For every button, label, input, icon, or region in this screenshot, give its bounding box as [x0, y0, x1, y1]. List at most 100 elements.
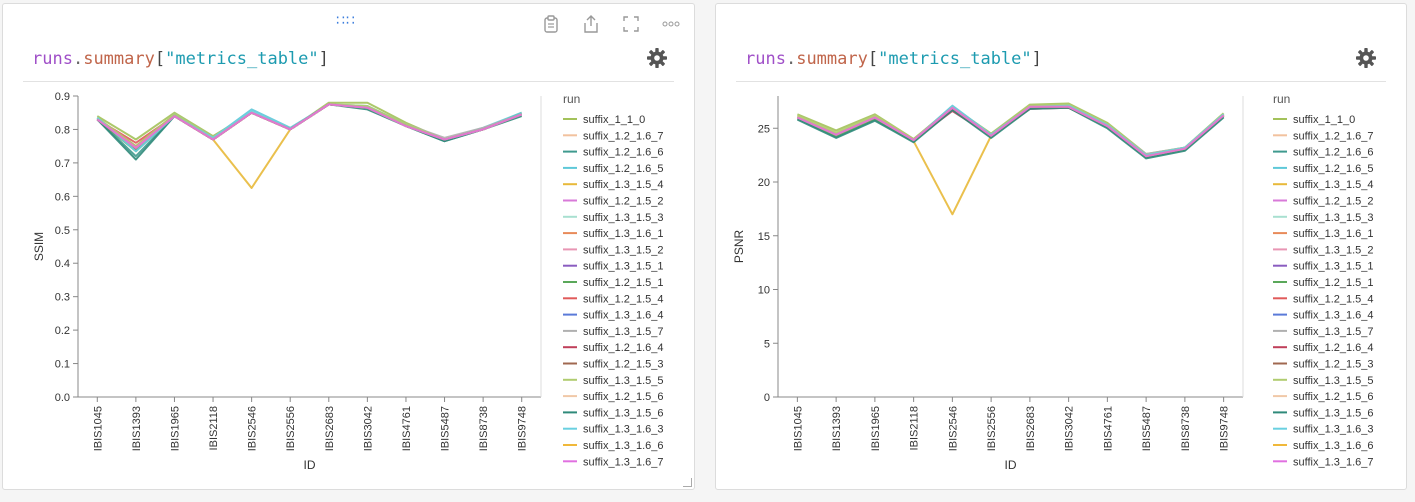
settings-gear-icon[interactable]	[1355, 47, 1377, 73]
expr-attribute: summary	[83, 49, 155, 69]
x-tick-label: IBIS1045	[92, 406, 104, 451]
legend-entry: suffix_1.3_1.5_7	[1293, 326, 1374, 338]
y-axis-title: SSIM	[32, 232, 46, 261]
legend-entry: suffix_1.3_1.5_5	[583, 375, 664, 387]
expr-key: "metrics_table"	[165, 49, 319, 69]
series-line	[796, 105, 1225, 158]
legend-title: run	[563, 92, 580, 106]
series-line	[96, 103, 523, 148]
legend-entry: suffix_1.3_1.6_7	[1293, 456, 1374, 468]
expr-dot: .	[72, 49, 84, 69]
y-tick-label: 0.9	[55, 91, 70, 103]
series-line	[796, 105, 1225, 158]
expr-object: runs	[745, 49, 786, 69]
legend-entry: suffix_1.3_1.5_4	[1293, 179, 1374, 191]
series-line	[796, 105, 1225, 158]
x-tick-label: IBIS5487	[1141, 406, 1153, 451]
resize-handle-icon[interactable]	[683, 478, 692, 487]
y-tick-label: 0.4	[55, 258, 70, 270]
y-axis-title: PSNR	[732, 229, 746, 263]
expr-close-bracket: ]	[318, 49, 329, 69]
x-tick-label: IBIS8738	[1180, 406, 1192, 451]
drag-handle-icon[interactable]: ∷∷	[336, 13, 356, 29]
legend-entry: suffix_1.2_1.6_6	[1293, 147, 1374, 159]
expr-open-bracket: [	[154, 49, 166, 69]
x-tick-label: IBIS9748	[517, 406, 529, 451]
y-tick-label: 0.7	[55, 158, 70, 170]
series-line	[796, 105, 1225, 158]
settings-gear-icon[interactable]	[646, 47, 668, 73]
legend-entry: suffix_1.3_1.5_3	[583, 212, 664, 224]
share-icon[interactable]	[580, 13, 602, 35]
x-tick-label: IBIS1965	[169, 406, 181, 451]
legend-entry: suffix_1.2_1.5_1	[1293, 277, 1374, 289]
panel-toolbar	[540, 13, 682, 35]
legend-entry: suffix_1.2_1.5_4	[583, 293, 664, 305]
series-line	[96, 103, 523, 149]
legend-entry: suffix_1.2_1.6_6	[583, 147, 664, 159]
x-tick-label: IBIS9748	[1219, 406, 1231, 451]
y-tick-label: 0.1	[55, 359, 70, 371]
legend-entry: suffix_1.2_1.6_5	[1293, 163, 1374, 175]
header-divider	[736, 81, 1386, 82]
y-tick-label: 10	[758, 285, 770, 297]
x-tick-label: IBIS2683	[324, 406, 336, 451]
clipboard-icon[interactable]	[540, 13, 562, 35]
x-tick-label: IBIS3042	[362, 406, 374, 451]
series-line	[797, 102, 1225, 155]
legend-entry: suffix_1.3_1.6_1	[1293, 228, 1374, 240]
legend-entry: suffix_1.2_1.5_2	[1293, 196, 1374, 208]
x-axis-title: ID	[304, 458, 316, 472]
more-options-icon[interactable]	[660, 13, 682, 35]
series-line	[96, 103, 523, 161]
legend-entry: suffix_1.3_1.6_4	[583, 310, 664, 322]
legend-entry: suffix_1.2_1.5_2	[583, 196, 664, 208]
x-tick-label: IBIS2683	[1025, 406, 1037, 451]
legend-entry: suffix_1.2_1.6_4	[1293, 342, 1374, 354]
psnr-line-chart: 0 5 10 15 20 25 IBIS1045 IBIS1393 IBIS1965 IBIS21…	[732, 92, 1374, 472]
x-axis-title: ID	[1005, 458, 1017, 472]
legend-entry: suffix_1.3_1.5_1	[1293, 261, 1374, 273]
series-line	[796, 106, 1225, 158]
y-tick-label: 0.0	[55, 392, 70, 404]
x-tick-label: IBIS5487	[440, 406, 452, 451]
legend-entry: suffix_1.2_1.5_3	[583, 359, 664, 371]
legend-entry: suffix_1.3_1.6_7	[583, 456, 664, 468]
expr-open-bracket: [	[867, 49, 879, 69]
legend-entry: suffix_1.3_1.5_1	[583, 261, 664, 273]
expr-attribute: summary	[796, 49, 868, 69]
series-line	[796, 105, 1225, 158]
legend-entry: suffix_1.3_1.5_6	[1293, 407, 1374, 419]
legend-entry: suffix_1_1_0	[1293, 114, 1355, 126]
series-line	[796, 105, 1225, 158]
x-tick-label: IBIS2118	[208, 406, 220, 450]
y-tick-label: 5	[764, 338, 770, 350]
series-line	[796, 105, 1225, 158]
legend-entry: suffix_1.2_1.6_7	[583, 130, 664, 142]
y-tick-label: 0.3	[55, 292, 70, 304]
series-line	[796, 104, 1225, 157]
expr-key: "metrics_table"	[878, 49, 1032, 69]
legend-entry: suffix_1.3_1.6_4	[1293, 310, 1374, 322]
legend-entry: suffix_1.2_1.6_5	[583, 163, 664, 175]
legend-entry: suffix_1.2_1.5_1	[583, 277, 664, 289]
legend-entry: suffix_1.3_1.5_7	[583, 326, 664, 338]
series-line	[796, 105, 1225, 158]
series-line	[796, 105, 1225, 158]
x-tick-label: IBIS8738	[478, 406, 490, 451]
legend-entry: suffix_1.3_1.5_5	[1293, 375, 1374, 387]
series-line	[796, 105, 1225, 158]
x-tick-label: IBIS2556	[986, 406, 998, 451]
legend-entry: suffix_1.3_1.6_3	[583, 424, 664, 436]
legend-entry: suffix_1.3_1.5_6	[583, 407, 664, 419]
x-tick-label: IBIS1393	[831, 406, 843, 451]
series-line	[796, 105, 1225, 158]
legend-entry: suffix_1.3_1.5_4	[583, 179, 664, 191]
x-tick-label: IBIS3042	[1064, 406, 1076, 451]
query-expression: runs.summary["metrics_table"]	[32, 49, 329, 69]
y-tick-label: 0.6	[55, 191, 70, 203]
series-line	[796, 105, 1225, 158]
x-tick-label: IBIS1045	[792, 406, 804, 451]
fullscreen-icon[interactable]	[620, 13, 642, 35]
